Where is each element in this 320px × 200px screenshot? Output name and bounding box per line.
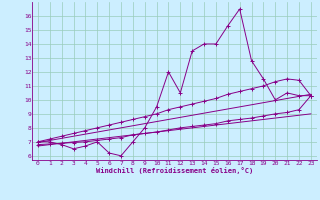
X-axis label: Windchill (Refroidissement éolien,°C): Windchill (Refroidissement éolien,°C) xyxy=(96,167,253,174)
